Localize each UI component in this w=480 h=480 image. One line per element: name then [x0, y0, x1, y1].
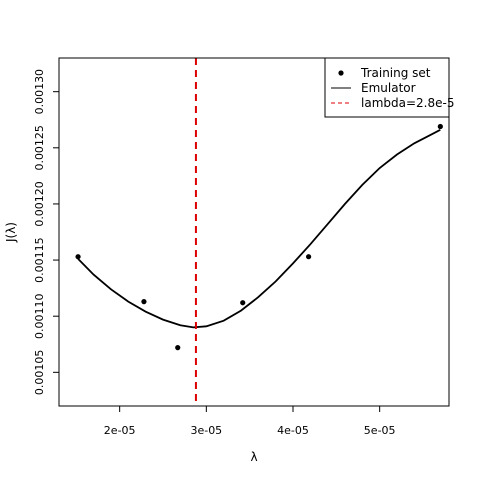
training-point — [437, 123, 443, 130]
y-tick-label: 0.00130 — [33, 69, 46, 115]
x-axis-label: λ — [250, 450, 257, 464]
y-axis-label: J(λ) — [4, 222, 18, 243]
plot-layer — [75, 58, 443, 406]
y-tick-label: 0.00120 — [33, 181, 46, 227]
x-tick-label: 3e-05 — [190, 424, 222, 437]
legend-label: lambda=2.8e-5 — [361, 96, 454, 110]
training-point — [75, 254, 81, 260]
legend-label: Training set — [360, 66, 431, 80]
y-tick-label: 0.00105 — [33, 350, 46, 396]
training-point — [175, 345, 181, 351]
y-tick-label: 0.00115 — [33, 237, 46, 283]
legend-label: Emulator — [361, 81, 416, 95]
training-point — [306, 254, 312, 260]
training-point — [240, 300, 246, 306]
y-tick-label: 0.00110 — [33, 293, 46, 339]
training-point — [141, 299, 147, 305]
x-tick-label: 5e-05 — [364, 424, 396, 437]
y-tick-label: 0.00125 — [33, 125, 46, 171]
emulator-line — [77, 129, 441, 329]
x-tick-label: 4e-05 — [277, 424, 309, 437]
axis-layer: 2e-05 3e-05 4e-05 5e-05 0.00105 0.00110 0.0011… — [33, 69, 396, 437]
legend-symbol-point — [338, 70, 344, 76]
plot-frame — [58, 57, 450, 407]
x-tick-label: 2e-05 — [104, 424, 136, 437]
